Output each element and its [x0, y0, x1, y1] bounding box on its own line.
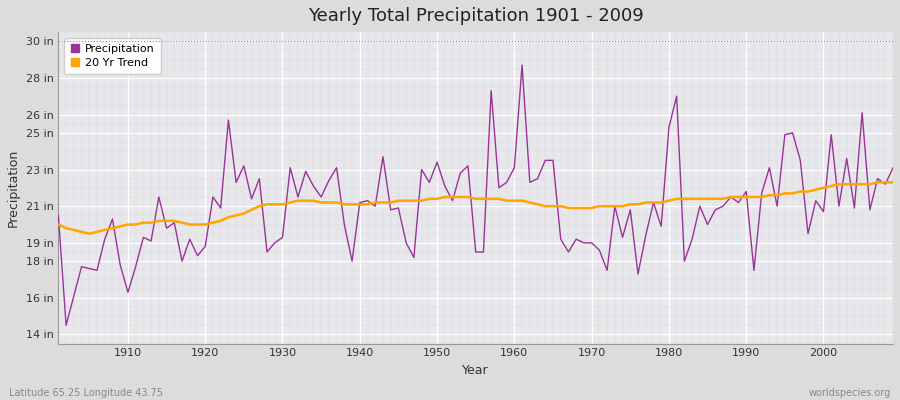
Text: worldspecies.org: worldspecies.org: [809, 388, 891, 398]
Y-axis label: Precipitation: Precipitation: [7, 149, 20, 227]
Text: Latitude 65.25 Longitude 43.75: Latitude 65.25 Longitude 43.75: [9, 388, 163, 398]
Legend: Precipitation, 20 Yr Trend: Precipitation, 20 Yr Trend: [64, 38, 161, 74]
X-axis label: Year: Year: [463, 364, 489, 377]
Title: Yearly Total Precipitation 1901 - 2009: Yearly Total Precipitation 1901 - 2009: [308, 7, 644, 25]
